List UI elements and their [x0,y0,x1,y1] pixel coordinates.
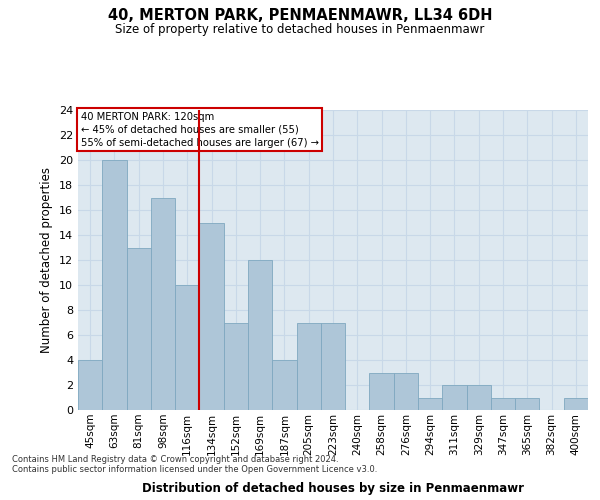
Bar [175,285,199,410]
Text: Size of property relative to detached houses in Penmaenmawr: Size of property relative to detached ho… [115,22,485,36]
Bar [199,222,224,410]
Text: Distribution of detached houses by size in Penmaenmawr: Distribution of detached houses by size … [142,482,524,495]
Bar [78,360,102,410]
Text: Contains public sector information licensed under the Open Government Licence v3: Contains public sector information licen… [12,466,377,474]
Bar [296,322,321,410]
Text: 40 MERTON PARK: 120sqm
← 45% of detached houses are smaller (55)
55% of semi-det: 40 MERTON PARK: 120sqm ← 45% of detached… [80,112,319,148]
Bar [394,372,418,410]
Text: 40, MERTON PARK, PENMAENMAWR, LL34 6DH: 40, MERTON PARK, PENMAENMAWR, LL34 6DH [108,8,492,22]
Bar [224,322,248,410]
Bar [321,322,345,410]
Bar [564,398,588,410]
Bar [127,248,151,410]
Text: Contains HM Land Registry data © Crown copyright and database right 2024.: Contains HM Land Registry data © Crown c… [12,456,338,464]
Bar [370,372,394,410]
Bar [248,260,272,410]
Bar [515,398,539,410]
Y-axis label: Number of detached properties: Number of detached properties [40,167,53,353]
Bar [442,385,467,410]
Bar [491,398,515,410]
Bar [467,385,491,410]
Bar [418,398,442,410]
Bar [272,360,296,410]
Bar [102,160,127,410]
Bar [151,198,175,410]
